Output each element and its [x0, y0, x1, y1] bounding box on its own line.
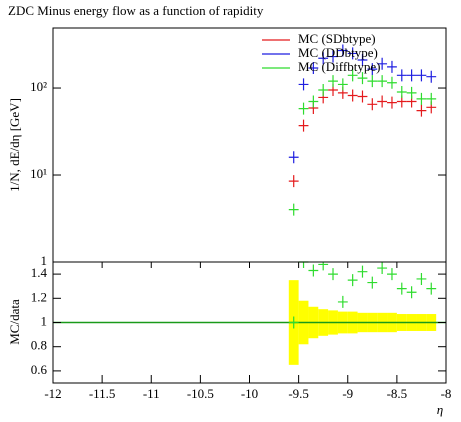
data-point: [416, 69, 427, 82]
ratio-y-axis-label: MC/data: [7, 299, 22, 345]
y-tick-label: 1.4: [31, 265, 48, 280]
data-point: [288, 316, 299, 329]
data-point: [318, 262, 329, 271]
data-point: [337, 295, 348, 308]
data-point: [396, 86, 407, 99]
data-point: [426, 282, 437, 295]
data-point: [416, 272, 427, 285]
data-point: [347, 69, 358, 82]
y-tick-label: 1: [41, 253, 48, 268]
data-point: [288, 151, 299, 164]
x-tick-label: -9: [342, 386, 353, 401]
data-point: [426, 92, 437, 105]
data-point: [426, 70, 437, 83]
data-point: [377, 57, 388, 70]
data-point: [308, 264, 319, 277]
data-point: [308, 95, 319, 108]
data-point: [298, 119, 309, 132]
data-point: [347, 47, 358, 60]
data-point: [357, 54, 368, 67]
data-point: [406, 69, 417, 82]
data-point: [406, 86, 417, 99]
y-axis-label: 1/N, dE/dη [GeV]: [7, 98, 22, 192]
plot-frame: [52, 27, 447, 263]
data-point: [367, 63, 378, 76]
x-tick-label: -8: [441, 386, 452, 401]
data-point: [337, 78, 348, 91]
data-point: [367, 75, 378, 88]
data-point: [357, 90, 368, 103]
data-point: [387, 76, 397, 89]
x-tick-label: -11: [143, 386, 160, 401]
data-point: [298, 78, 309, 91]
legend-label: MC (DDbtype): [298, 45, 378, 60]
data-point: [377, 75, 388, 88]
x-tick-label: -9.5: [288, 386, 309, 401]
y-tick-label: 0.8: [31, 338, 47, 353]
legend-label: MC (Diffbtype): [298, 59, 380, 74]
data-point: [387, 96, 397, 109]
data-point: [288, 175, 299, 188]
data-point: [318, 83, 329, 96]
x-tick-label: -8.5: [387, 386, 408, 401]
data-point: [328, 75, 338, 88]
legend-label: MC (SDbtype): [298, 31, 376, 46]
x-tick-label: -11.5: [89, 386, 116, 401]
data-point: [387, 60, 397, 73]
chart-title: ZDC Minus energy flow as a function of r…: [8, 3, 264, 18]
data-point: [318, 52, 329, 65]
y-tick-label: 1: [41, 313, 48, 328]
y-tick-label: 10¹: [30, 166, 47, 181]
data-point: [298, 261, 309, 268]
data-point: [367, 276, 378, 289]
data-point: [298, 102, 309, 115]
y-tick-label: 10²: [30, 79, 47, 94]
data-point: [377, 262, 388, 275]
y-tick-label: 1.2: [31, 289, 47, 304]
data-point: [308, 61, 319, 74]
x-axis-label: η: [437, 402, 443, 417]
data-point: [396, 282, 407, 295]
plot-frame: [52, 261, 447, 384]
data-point: [328, 268, 338, 281]
data-point: [416, 92, 427, 105]
data-point: [406, 286, 417, 299]
data-point: [328, 50, 338, 63]
data-point: [396, 69, 407, 82]
data-point: [357, 72, 368, 85]
data-point: [367, 98, 378, 111]
x-tick-label: -10: [241, 386, 258, 401]
data-point: [357, 265, 368, 278]
data-point: [416, 104, 427, 117]
data-point: [347, 89, 358, 102]
data-point: [288, 203, 299, 216]
data-point: [377, 95, 388, 108]
x-tick-label: -12: [44, 386, 61, 401]
data-point: [387, 268, 397, 281]
y-tick-label: 0.6: [31, 362, 48, 377]
data-point: [337, 44, 348, 57]
x-tick-label: -10.5: [187, 386, 214, 401]
data-point: [347, 274, 358, 287]
